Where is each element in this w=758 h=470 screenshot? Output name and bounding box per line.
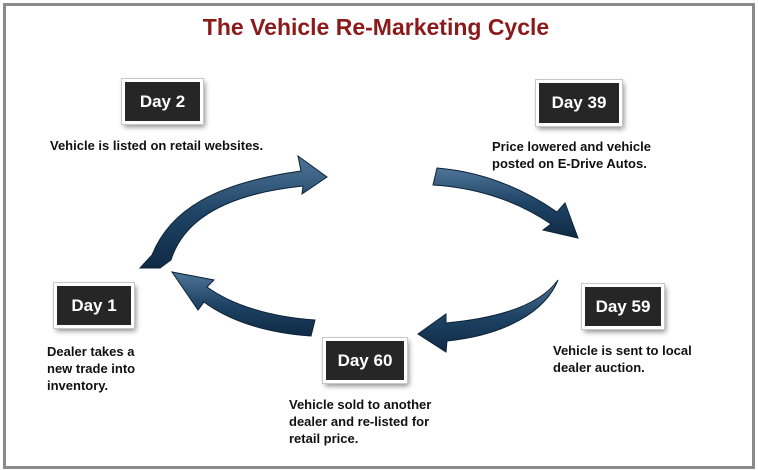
day-59-description: Vehicle is sent to local dealer auction. <box>553 343 692 375</box>
day-39-description: Price lowered and vehicle posted on E-Dr… <box>492 139 651 171</box>
day-39-box: Day 39 <box>536 80 622 126</box>
day-59-label: Day 59 <box>595 296 651 316</box>
day-2-label: Day 2 <box>139 91 186 111</box>
arrow-day1-to-day2 <box>138 154 328 269</box>
day-2-box: Day 2 <box>122 79 203 124</box>
day-60-label: Day 60 <box>337 350 393 370</box>
arrow-day2-to-day39 <box>432 167 579 239</box>
day-60-description: Vehicle sold to another dealer and re-li… <box>289 397 432 446</box>
day-2-description: Vehicle is listed on retail websites. <box>50 138 264 153</box>
diagram-title: The Vehicle Re-Marketing Cycle <box>202 14 550 40</box>
day-39-label: Day 39 <box>551 93 607 112</box>
day-1-box: Day 1 <box>54 283 134 328</box>
day-1-label: Day 1 <box>71 295 117 315</box>
day-59-box: Day 59 <box>582 284 664 329</box>
day-60-box: Day 60 <box>323 338 407 383</box>
day-1-description: Dealer takes a new trade into inventory. <box>47 344 136 393</box>
arrow-day59-to-day60 <box>417 279 559 353</box>
arrow-day60-to-day1 <box>170 271 316 337</box>
